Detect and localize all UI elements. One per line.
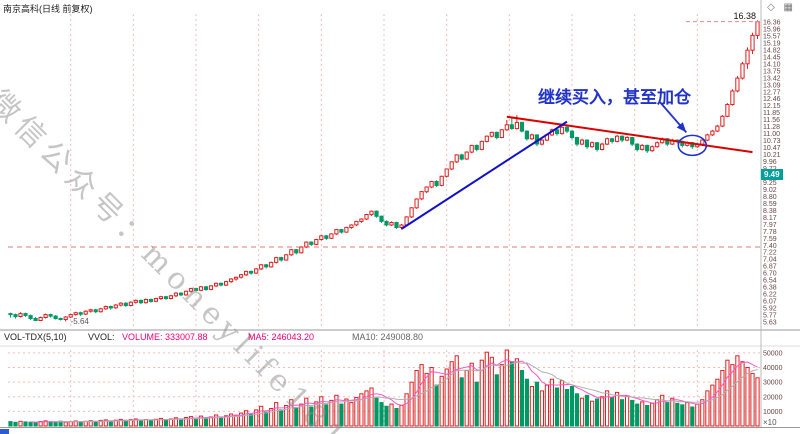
price-axis-label: 7.59: [763, 236, 777, 243]
price-axis-label: 6.70: [763, 271, 777, 278]
volume-axis-label: 40000: [763, 365, 783, 372]
price-axis-label: 16.36: [763, 20, 781, 27]
price-axis-label: 14.10: [763, 61, 781, 68]
price-axis-label: 10.21: [763, 152, 781, 159]
annotation-arrow[interactable]: [658, 100, 687, 133]
bottom-left-accent: [0, 429, 9, 434]
price-axis-label: 7.40: [763, 243, 777, 250]
price-axis-label: 14.45: [763, 54, 781, 61]
volume-ma10-label: MA10: 249008.80: [352, 332, 424, 342]
price-axis-label: 6.87: [763, 264, 777, 271]
price-axis-label: 15.96: [763, 27, 781, 34]
volume-axis-label: 30000: [763, 380, 783, 387]
price-axis-label: 9.02: [763, 187, 777, 194]
price-axis-label: 5.77: [763, 313, 777, 320]
price-axis-label: 11.28: [763, 124, 780, 131]
grid-layer: [8, 14, 760, 426]
candles-layer: [8, 20, 760, 322]
price-axis-label: 14.82: [763, 47, 781, 54]
price-axis-label: 7.22: [763, 250, 777, 257]
volume-ma5-label: MA5: 246043.20: [248, 332, 315, 342]
chart-title: 南京高科(日线 前复权): [3, 4, 93, 14]
price-axis-label: 15.57: [763, 34, 781, 41]
trendline-support[interactable]: [401, 120, 568, 230]
annotation-text: 继续买入，甚至加仓: [538, 88, 691, 107]
price-axis-label: 11.56: [763, 117, 780, 124]
price-axis-label: 8.80: [763, 194, 777, 201]
price-axis-label: 12.15: [763, 103, 781, 110]
price-axis-label: 8.59: [763, 201, 777, 208]
axis-price-tag: 9.49: [761, 169, 783, 181]
price-axis-label: 11.00: [763, 131, 780, 138]
window-corner-icons[interactable]: ◇ ▦: [767, 2, 796, 13]
price-axis-label: 8.38: [763, 208, 777, 215]
last-price-tag: 16.38: [733, 10, 756, 21]
price-axis-label: 7.04: [763, 257, 777, 264]
price-axis-label: 5.92: [763, 306, 777, 313]
price-axis-label: 9.25: [763, 180, 777, 187]
price-axis-label: 9.96: [763, 159, 777, 166]
price-axis-label: 6.07: [763, 299, 777, 306]
volume-indicator-label[interactable]: VOL-TDX(5,10): [4, 332, 67, 342]
price-axis-label: 7.97: [763, 222, 777, 229]
volume-vvol-label: VVOL:: [88, 332, 115, 342]
price-axis-label: 8.17: [763, 215, 777, 222]
price-axis-label: 13.75: [763, 68, 781, 75]
volume-ma10-line: [55, 361, 758, 423]
volume-unit-label: ×10: [763, 418, 777, 427]
price-axis-label: 15.19: [763, 40, 781, 47]
price-axis-label: 5.63: [763, 320, 777, 327]
volume-axis-label: 10000: [763, 409, 783, 416]
volume-axis-labels: 50000 40000 30000 20000 10000: [763, 350, 783, 416]
price-axis-label: 10.73: [763, 138, 781, 145]
low-price-label: -5.64: [70, 316, 89, 326]
price-axis-labels: 16.3615.9615.5715.1914.8214.4514.1013.75…: [763, 20, 781, 327]
price-axis-label: 6.38: [763, 285, 777, 292]
volume-axis-label: 50000: [763, 350, 783, 357]
price-axis-label: 11.85: [763, 110, 780, 117]
highlight-ellipse[interactable]: [677, 134, 708, 157]
volume-value-label: VOLUME: 333007.88: [122, 332, 208, 342]
trendline-resistance[interactable]: [506, 115, 753, 154]
price-axis-label: 13.42: [763, 75, 781, 82]
price-axis-label: 12.46: [763, 96, 781, 103]
volume-axis-label: 20000: [763, 394, 783, 401]
price-axis-label: 6.54: [763, 278, 777, 285]
price-axis-label: 10.47: [763, 145, 781, 152]
volume-bars-layer: [8, 349, 760, 427]
price-axis-label: 12.77: [763, 89, 781, 96]
price-axis-label: 7.78: [763, 229, 777, 236]
price-axis-label: 6.22: [763, 292, 777, 299]
price-axis-label: 13.09: [763, 82, 781, 89]
